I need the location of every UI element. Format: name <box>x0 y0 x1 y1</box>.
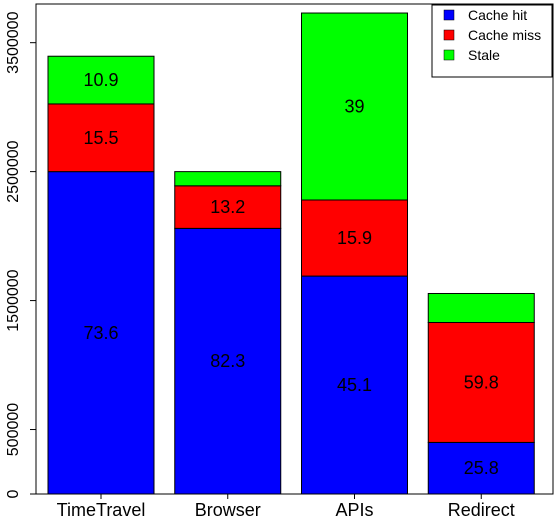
bar-segment-timetravel-stale <box>47 55 155 105</box>
legend-label: Stale <box>468 47 500 63</box>
y-tick-label: 0 <box>5 489 22 498</box>
segment-label: 73.6 <box>83 323 118 343</box>
segment-label: 59.8 <box>464 372 499 392</box>
legend-swatch-cache-miss <box>443 29 455 41</box>
legend-label: Cache miss <box>468 27 541 43</box>
legend: Cache hit Cache miss Stale <box>431 4 553 78</box>
y-tick-label: 2500000 <box>5 140 22 202</box>
legend-swatch-cache-hit <box>443 9 455 21</box>
segment-label: 15.9 <box>337 228 372 248</box>
bar-segment-redirect-stale <box>427 292 535 324</box>
bar-segment-browser-cache-hit <box>174 227 282 495</box>
bar-segment-redirect-cache-miss <box>427 322 535 443</box>
legend-label: Cache hit <box>468 7 527 23</box>
legend-items: Cache hit Cache miss Stale <box>443 7 541 63</box>
x-axis: TimeTravel Browser APIs Redirect <box>57 494 515 520</box>
legend-box <box>431 4 553 78</box>
y-tick-label: 1500000 <box>5 269 22 331</box>
bar-segment-timetravel-cache-miss <box>47 103 155 173</box>
bar-segment-timetravel-cache-hit <box>47 171 155 495</box>
segment-label: 13.2 <box>210 197 245 217</box>
y-tick-label: 3500000 <box>5 11 22 73</box>
x-tick-label: TimeTravel <box>57 500 146 520</box>
bar-segment-browser-stale <box>174 171 282 187</box>
segment-label: 25.8 <box>464 458 499 478</box>
y-axis: 0 500000 1500000 2500000 3500000 <box>5 11 36 498</box>
bar-segment-browser-cache-miss <box>174 185 282 229</box>
y-tick-label: 500000 <box>5 403 22 456</box>
x-tick-label: Redirect <box>448 500 515 520</box>
segment-label: 15.5 <box>83 128 118 148</box>
segment-label: 45.1 <box>337 375 372 395</box>
x-tick-label: APIs <box>335 500 373 520</box>
segment-label: 82.3 <box>210 351 245 371</box>
bar-segment-apis-cache-hit <box>301 275 408 495</box>
segment-label: 39 <box>344 97 364 117</box>
bars-layer <box>47 12 535 495</box>
bar-segment-apis-stale <box>301 12 408 201</box>
legend-swatch-stale <box>443 49 455 61</box>
segment-label: 10.9 <box>83 70 118 90</box>
plot-frame <box>35 3 554 495</box>
x-tick-label: Browser <box>195 500 261 520</box>
segment-labels-layer: 73.6 15.5 10.9 82.3 13.2 45.1 15.9 39 25.8 59.8 <box>83 70 498 478</box>
bar-segment-apis-cache-miss <box>301 199 408 277</box>
